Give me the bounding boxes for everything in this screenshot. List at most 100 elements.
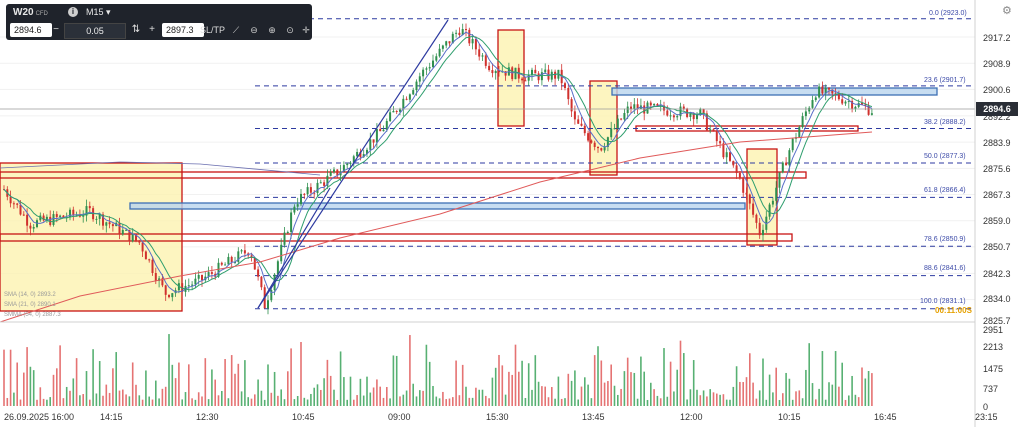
current-price-badge: 2894.6 [976,102,1018,116]
volume-bar [296,396,299,406]
volume-bar [646,399,649,406]
candle-body [461,29,464,35]
candle-body [590,140,593,143]
volume-bar [521,360,523,406]
volume-bar [42,398,45,406]
fib-label: 61.8 (2866.4) [924,187,966,194]
volume-bar [630,372,632,406]
candle-body [491,70,494,74]
volume-bar [260,390,263,406]
price-tick: 2900.6 [983,85,1011,95]
info-icon[interactable]: i [68,7,78,17]
volume-bar [79,395,81,406]
candle-body [573,111,576,120]
volume-bar [250,398,253,406]
volume-bar [204,358,207,406]
sltp-button[interactable]: SL/TP [200,25,226,35]
candle-body [636,104,639,110]
highlight-zone [589,80,618,176]
volume-bar [89,399,91,406]
volume-bar [306,399,309,406]
supply-zone [611,87,938,96]
volume-bar [475,387,477,406]
candle-body [194,278,197,285]
candle-body [300,193,302,205]
symbol-label[interactable]: W20 CFD [13,7,48,18]
volume-bar [584,377,586,406]
volume-bar [795,391,797,406]
candle-body [732,160,735,166]
candle-body [135,234,137,241]
volume-bar [155,380,157,406]
candle-body [484,55,487,66]
candle-body [742,178,745,193]
time-tick: 14:15 [100,412,123,422]
buy-price-button[interactable]: 2897.3 [162,23,204,37]
volume-bar [452,397,454,406]
candle-body [603,146,606,151]
candle-body [778,172,781,188]
candle-body [253,257,256,270]
volume-bar [514,344,517,406]
volume-bar [805,369,807,406]
time-tick: 10:45 [292,412,315,422]
candle-body [811,100,814,108]
candle-body [125,229,128,231]
candle-body [445,41,448,46]
volume-bar [824,399,827,406]
candle-body [699,109,702,115]
volume-tick: 2213 [983,342,1004,352]
volume-bar [392,355,395,406]
zoom-out-icon[interactable]: ⊖ [250,25,258,35]
volume-bar [745,377,748,406]
price-tick: 2850.7 [983,242,1011,252]
timeframe-select[interactable]: M15 ▾ [86,7,111,18]
candle-body [227,256,230,265]
candle-body [689,113,692,117]
volume-tick: 737 [983,384,999,394]
volume-bar [851,375,853,406]
volume-bar [815,399,817,406]
zoom-in-icon[interactable]: ⊕ [268,25,276,35]
highlight-zone [0,162,183,312]
volume-bar [75,358,78,406]
volume-bar [696,389,698,406]
zoom-reset-icon[interactable]: ⊙ [286,25,294,35]
volume-bar [158,398,160,406]
gear-icon[interactable]: ⚙ [1002,5,1012,17]
candle-body [587,133,590,141]
volume-bar [389,398,391,406]
volume-bar [46,399,48,406]
volume-bar [613,385,616,406]
candle-body [372,139,375,143]
sell-price-button[interactable]: 2894.6 [10,23,52,37]
volume-bar [765,399,768,406]
volume-bar [254,394,256,406]
crosshair-icon[interactable]: ✛ [302,25,310,35]
volume-bar [263,399,266,406]
volume-bar [560,398,563,406]
candle-body [804,111,807,117]
increase-quantity-button[interactable]: + [149,24,155,35]
decrease-quantity-button[interactable]: − [53,24,59,35]
swap-icon[interactable]: ⇅ [131,24,141,35]
quantity-input[interactable]: 0.05 [64,23,126,39]
volume-bar [650,382,652,406]
candle-body [270,290,273,301]
volume-bar [653,389,655,406]
volume-bar [772,392,774,406]
volume-bar [494,367,497,406]
volume-bar [617,394,619,406]
candle-body [498,71,500,73]
volume-bar [508,371,510,406]
volume-bar [699,395,702,406]
candle-body [69,209,71,218]
candle-body [527,74,530,81]
candle-body [164,285,167,295]
trend-tool-icon[interactable]: ⟋ [232,25,240,35]
fib-label: 88.6 (2841.6) [924,265,966,272]
volume-bar [471,397,474,406]
demand-zone [129,202,746,210]
candle-body [837,94,840,100]
